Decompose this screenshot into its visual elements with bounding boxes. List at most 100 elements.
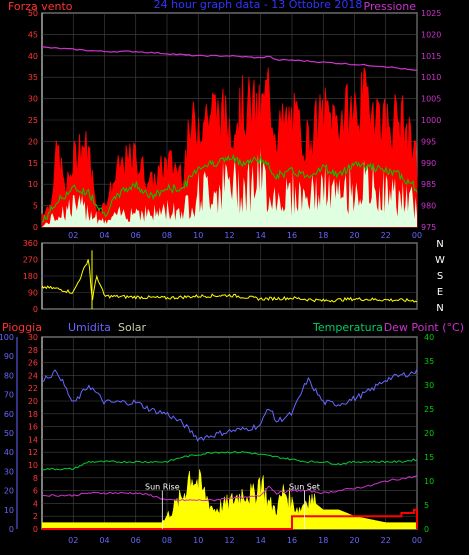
- wind-tick-label: 30: [28, 95, 38, 104]
- humidity-tick-label: 10: [4, 506, 14, 515]
- wind-x-tick-label: 12: [224, 231, 234, 240]
- wind-tick-label: 20: [28, 137, 38, 146]
- wind-tick-label: 50: [28, 9, 38, 18]
- humidity-tick-label: 40: [4, 448, 14, 457]
- pressure-tick-label: 1025: [421, 9, 441, 18]
- rain-tick-label: 2: [33, 512, 38, 521]
- pressure-title: Pressione: [364, 0, 417, 13]
- wind-x-axis: 02 04 06 08 10 12 14 16 18 20 22 00: [68, 231, 422, 240]
- direction-cardinal-label: W: [435, 255, 445, 266]
- pressure-line: [41, 46, 418, 71]
- humidity-tick-label: 90: [4, 352, 14, 361]
- rain-tick-label: 28: [28, 346, 38, 355]
- climate-x-tick-label: 20: [349, 536, 359, 545]
- rain-tick-label: 26: [28, 359, 38, 368]
- temperature-tick-label: 5: [424, 501, 429, 510]
- humidity-tick-label: 50: [4, 429, 14, 438]
- wind-x-tick-label: 14: [256, 231, 266, 240]
- climate-x-tick-label: 02: [68, 536, 78, 545]
- rain-tick-label: 6: [33, 487, 38, 496]
- temperature-tick-label: 20: [424, 429, 434, 438]
- climate-x-tick-label: 08: [162, 536, 172, 545]
- temperature-line: [41, 450, 418, 471]
- pressure-tick-label: 1000: [421, 116, 441, 125]
- direction-cardinal-label: S: [437, 271, 443, 282]
- rain-tick-label: 0: [33, 525, 38, 534]
- rain-tick-label: 22: [28, 384, 38, 393]
- humidity-tick-label: 20: [4, 487, 14, 496]
- temperature-tick-label: 10: [424, 477, 434, 486]
- wind-x-tick-label: 10: [193, 231, 203, 240]
- rain-tick-label: 10: [28, 461, 38, 470]
- sunrise-label: Sun Rise: [145, 483, 180, 492]
- pressure-tick-label: 1020: [421, 30, 441, 39]
- direction-tick-label: 0: [33, 305, 38, 314]
- climate-x-tick-label: 12: [224, 536, 234, 545]
- humidity-tick-label: 80: [4, 371, 14, 380]
- wind-y-axis-left: 0 5 10 15 20 25 30 35 40 45 50: [28, 9, 38, 232]
- humidity-tick-label: 100: [0, 333, 14, 342]
- humidity-tick-label: 60: [4, 410, 14, 419]
- rain-tick-label: 30: [28, 333, 38, 342]
- direction-tick-label: 180: [23, 272, 38, 281]
- temperature-tick-label: 0: [424, 525, 429, 534]
- wind-x-tick-label: 08: [162, 231, 172, 240]
- wind-x-tick-label: 06: [131, 231, 141, 240]
- rain-tick-label: 20: [28, 397, 38, 406]
- wind-x-tick-label: 18: [318, 231, 328, 240]
- wind-tick-label: 5: [33, 202, 38, 211]
- wind-tick-label: 35: [28, 73, 38, 82]
- temperature-tick-label: 25: [424, 405, 434, 414]
- direction-cardinal-label: N: [436, 303, 443, 314]
- rain-tick-label: 16: [28, 423, 38, 432]
- humidity-tick-label: 0: [9, 525, 14, 534]
- wind-speed-area: [42, 148, 417, 227]
- rain-tick-label: 14: [28, 435, 38, 444]
- dewpoint-line: [41, 475, 418, 502]
- wind-tick-label: 10: [28, 180, 38, 189]
- pressure-tick-label: 980: [421, 202, 436, 211]
- wind-x-tick-label: 02: [68, 231, 78, 240]
- dewpoint-legend-label: Dew Point (°C): [384, 321, 464, 334]
- wind-tick-label: 40: [28, 52, 38, 61]
- temperature-legend-label: Temperatura: [312, 321, 383, 334]
- temperature-y-axis: 0 5 10 15 20 25 30 35 40: [424, 333, 434, 534]
- climate-x-tick-label: 22: [381, 536, 391, 545]
- wind-x-tick-label: 22: [381, 231, 391, 240]
- pressure-tick-label: 990: [421, 159, 436, 168]
- wind-tick-label: 0: [33, 223, 38, 232]
- temperature-tick-label: 30: [424, 381, 434, 390]
- wind-panel-series: [41, 46, 418, 228]
- solar-legend-label: Solar: [118, 321, 147, 334]
- chart-main-title: 24 hour graph data - 13 Ottobre 2018: [154, 0, 363, 11]
- pressure-tick-label: 985: [421, 180, 436, 189]
- rain-tick-label: 24: [28, 371, 38, 380]
- pressure-tick-label: 1005: [421, 95, 441, 104]
- climate-x-tick-label: 18: [318, 536, 328, 545]
- climate-x-tick-label: 00: [412, 536, 422, 545]
- rain-tick-label: 8: [33, 474, 38, 483]
- humidity-line: [41, 368, 418, 442]
- temperature-tick-label: 15: [424, 453, 434, 462]
- climate-x-tick-label: 16: [287, 536, 297, 545]
- direction-tick-label: 270: [23, 256, 38, 265]
- humidity-legend-label: Umidita: [68, 321, 111, 334]
- climate-annotations: Sun Rise Sun Set: [145, 483, 320, 529]
- direction-cardinal-label: N: [436, 239, 443, 250]
- humidity-y-axis: 0 10 20 30 40 50 60 70 80 90 100: [0, 333, 18, 534]
- direction-tick-label: 360: [23, 239, 38, 248]
- wind-x-tick-label: 16: [287, 231, 297, 240]
- wind-x-tick-label: 04: [99, 231, 109, 240]
- wind-direction-line: [41, 259, 418, 303]
- wind-average-line: [41, 153, 418, 223]
- sunset-label: Sun Set: [289, 483, 320, 492]
- temperature-tick-label: 35: [424, 357, 434, 366]
- temperature-tick-label: 40: [424, 333, 434, 342]
- pressure-tick-label: 1015: [421, 52, 441, 61]
